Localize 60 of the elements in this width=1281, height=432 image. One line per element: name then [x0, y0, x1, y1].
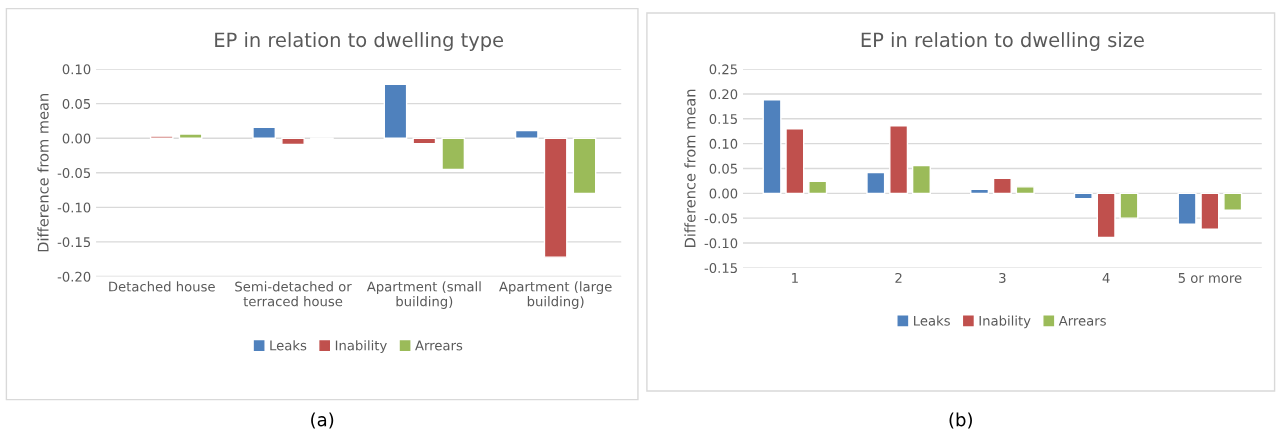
y-tick-label: 0.05 — [62, 98, 91, 109]
bar — [149, 135, 174, 139]
bar — [252, 126, 276, 139]
legend-label: Inability — [979, 315, 1031, 329]
bar — [911, 164, 931, 195]
y-tick-label: 0.20 — [709, 89, 738, 100]
legend-label: Arrears — [1058, 315, 1106, 326]
text: (b) — [949, 412, 972, 429]
y-tick-label: 0.10 — [709, 138, 738, 149]
y-tick-label: 0.05 — [709, 163, 737, 174]
x-tick-label: 4 — [1102, 273, 1110, 283]
bar — [572, 137, 597, 195]
x-tick-label: 1 — [792, 273, 798, 283]
bar — [383, 83, 408, 139]
bar — [992, 177, 1012, 195]
bar — [441, 137, 466, 171]
x-tick-label: 5 or more — [1178, 273, 1242, 283]
x-tick-label: Apartment (large building) — [499, 281, 612, 309]
bar — [808, 180, 828, 195]
y-tick-label: 0.25 — [709, 64, 737, 75]
text: (a) — [311, 412, 334, 429]
y-tick-label: 0.00 — [709, 188, 738, 199]
bar — [1096, 192, 1116, 239]
legend-label: Leaks — [914, 315, 950, 326]
y-tick-label: -0.15 — [57, 237, 91, 248]
y-tick-label: -0.05 — [57, 168, 91, 178]
y-tick-label: 0.10 — [62, 64, 91, 75]
legend-label: Arrears — [415, 340, 463, 351]
bar — [970, 188, 990, 195]
x-tick-label: Semi-detached or terraced house — [235, 281, 352, 307]
x-tick-label: 3 — [999, 272, 1006, 283]
bar — [762, 99, 782, 195]
y-tick-label: -0.15 — [704, 263, 737, 274]
legend-label: Leaks — [270, 340, 307, 351]
y-tick-label: -0.05 — [704, 213, 737, 224]
bar — [281, 137, 305, 146]
y-axis-title: Difference from mean — [684, 89, 696, 248]
bar — [514, 129, 539, 139]
y-tick-label: 0.00 — [62, 133, 91, 144]
legend-label: Inability — [335, 340, 387, 353]
bar — [785, 128, 805, 195]
bar — [1119, 192, 1139, 219]
y-tick-label: -0.10 — [704, 238, 738, 249]
bar — [866, 171, 886, 195]
bar — [1200, 192, 1220, 230]
y-tick-label: -0.10 — [57, 202, 91, 213]
x-tick-label: Apartment (small building) — [366, 281, 481, 309]
bar — [543, 137, 568, 258]
bar — [889, 125, 909, 195]
bar — [1015, 186, 1035, 195]
y-tick-label: 0.15 — [709, 114, 737, 124]
y-tick-label: -0.20 — [57, 271, 91, 282]
bar — [178, 133, 203, 139]
x-tick-label: 2 — [895, 272, 902, 283]
chart-title: EP in relation to dwelling type — [215, 32, 504, 51]
chart-title: EP in relation to dwelling size — [861, 32, 1144, 51]
bar — [1177, 192, 1197, 225]
x-tick-label: Detached house — [109, 281, 215, 292]
y-axis-title: Difference from mean — [37, 94, 49, 252]
bar — [1223, 192, 1243, 211]
